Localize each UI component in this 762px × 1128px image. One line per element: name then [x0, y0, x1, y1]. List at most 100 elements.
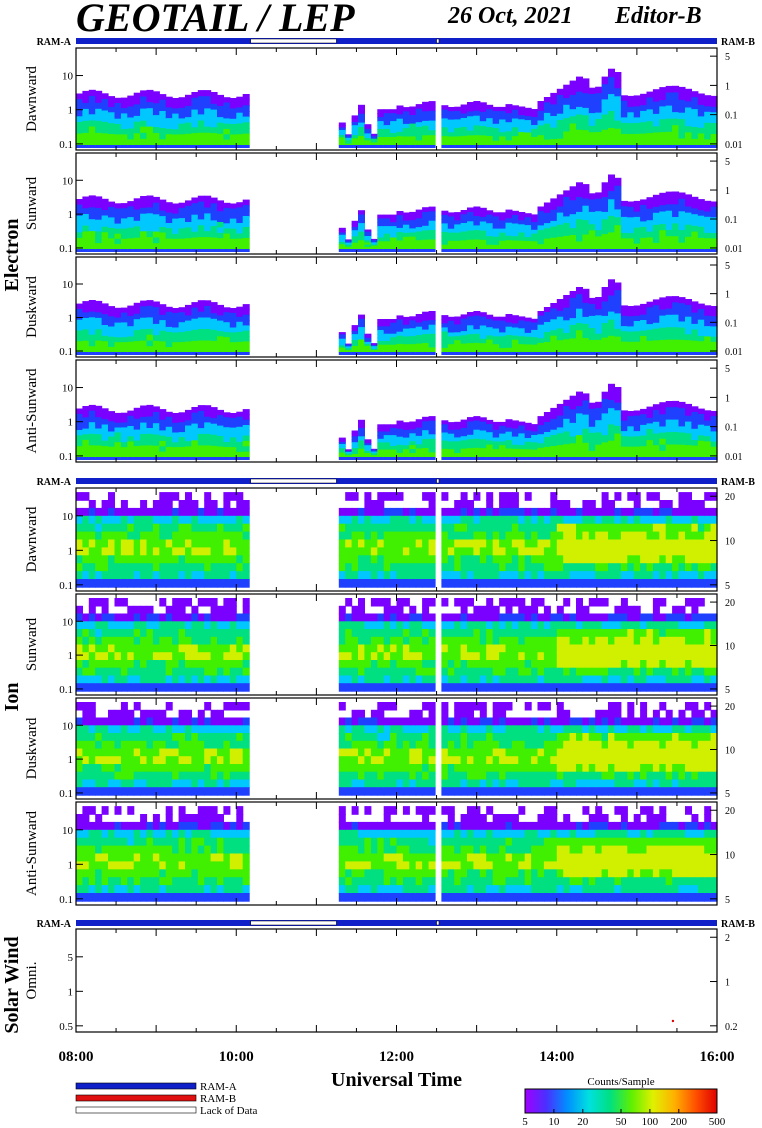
spectrogram-cell	[223, 675, 231, 684]
spectrogram-cell	[88, 328, 96, 336]
spectrogram-cell	[390, 636, 398, 646]
spectrogram-cell	[127, 652, 135, 661]
spectrogram-cell	[159, 414, 167, 421]
spectrogram-cell	[467, 145, 474, 148]
spectrogram-cell	[633, 507, 641, 517]
spectrogram-cell	[364, 531, 372, 541]
spectrogram-cell	[127, 233, 135, 240]
spectrogram-cell	[409, 240, 417, 246]
spectrogram-cell	[467, 312, 474, 318]
spectrogram-cell	[441, 448, 449, 454]
spectrogram-cell	[242, 539, 250, 549]
spectrogram-cell	[364, 636, 372, 646]
spectrogram-cell	[377, 245, 385, 250]
spectrogram-cell	[127, 675, 135, 684]
spectrogram-cell	[563, 209, 571, 218]
spectrogram-cell	[159, 111, 167, 118]
spectrogram-cell	[178, 139, 186, 146]
spectrogram-cell	[556, 88, 564, 96]
spectrogram-cell	[370, 140, 378, 142]
spectrogram-cell	[338, 523, 346, 533]
spectrogram-cell	[383, 214, 391, 220]
spectrogram-cell	[531, 449, 539, 454]
spectrogram-cell	[204, 237, 212, 244]
spectrogram-cell	[242, 314, 250, 321]
spectrogram-cell	[614, 563, 622, 572]
spectrogram-cell	[377, 613, 385, 622]
spectrogram-cell	[595, 339, 603, 347]
spectrogram-cell	[172, 129, 180, 136]
spectrogram-cell	[460, 457, 468, 460]
spectrogram-cell	[563, 295, 571, 303]
spectrogram-cell	[473, 429, 481, 435]
spectrogram-cell	[236, 336, 244, 343]
spectrogram-cell	[178, 515, 186, 525]
spectrogram-cell	[608, 408, 615, 418]
spectrogram-cell	[108, 451, 115, 458]
spectrogram-cell	[140, 613, 148, 622]
spectrogram-cell	[178, 437, 186, 443]
spectrogram-cell	[223, 636, 231, 646]
spectrogram-cell	[345, 245, 353, 248]
spectrogram-cell	[101, 435, 109, 442]
y-tick-label: 10	[62, 279, 74, 291]
spectrogram-cell	[204, 457, 212, 460]
spectrogram-cell	[627, 326, 635, 333]
spectrogram-cell	[633, 139, 641, 146]
spectrogram-cell	[114, 129, 122, 136]
spectrogram-cell	[152, 214, 160, 221]
spectrogram-cell	[627, 123, 635, 130]
spectrogram-cell	[691, 249, 699, 252]
spectrogram-cell	[185, 122, 192, 129]
spectrogram-cell	[390, 442, 398, 447]
spectrogram-cell	[685, 433, 692, 440]
spectrogram-cell	[422, 338, 430, 344]
spectrogram-cell	[351, 515, 359, 525]
spectrogram-cell	[563, 412, 571, 420]
spectrogram-cell	[101, 93, 109, 100]
spectrogram-cell	[88, 249, 96, 252]
spectrogram-cell	[428, 492, 436, 501]
spectrogram-cell	[499, 236, 507, 242]
spectrogram-cell	[172, 203, 180, 210]
spectrogram-cell	[185, 415, 192, 422]
spectrogram-cell	[492, 336, 500, 341]
spectrogram-cell	[479, 457, 487, 460]
spectrogram-cell	[229, 347, 237, 353]
spectrogram-cell	[95, 231, 103, 238]
y-right-tick-label: 0.01	[725, 244, 743, 255]
spectrogram-cell	[242, 435, 250, 442]
spectrogram-cell	[531, 322, 539, 327]
spectrogram-cell	[396, 211, 404, 216]
spectrogram-cell	[358, 571, 365, 580]
spectrogram-cell	[210, 523, 218, 533]
spectrogram-cell	[133, 418, 141, 425]
spectrogram-cell	[691, 428, 699, 436]
spectrogram-cell	[127, 326, 135, 333]
spectrogram-cell	[640, 563, 648, 572]
spectrogram-cell	[652, 305, 660, 312]
spectrogram-cell	[646, 335, 654, 342]
spectrogram-cell	[127, 336, 135, 343]
spectrogram-cell	[217, 128, 224, 135]
spectrogram-cell	[101, 104, 109, 112]
spectrogram-cell	[191, 445, 199, 453]
spectrogram-cell	[428, 234, 436, 241]
spectrogram-cell	[88, 334, 96, 342]
spectrogram-cell	[101, 424, 109, 431]
spectrogram-cell	[409, 352, 417, 355]
spectrogram-cell	[518, 328, 526, 334]
spectrogram-cell	[415, 145, 423, 148]
spectrogram-cell	[351, 457, 359, 460]
spectrogram-cell	[492, 563, 500, 572]
spectrogram-cell	[152, 675, 160, 684]
spectrogram-cell	[511, 335, 519, 341]
spectrogram-cell	[140, 231, 148, 238]
spectrogram-cell	[108, 123, 115, 130]
spectrogram-cell	[82, 120, 90, 128]
spectrogram-cell	[358, 667, 365, 677]
spectrogram-cell	[563, 203, 571, 211]
spectrogram-cell	[229, 223, 237, 230]
spectrogram-cell	[217, 605, 224, 615]
spectrogram-cell	[370, 345, 378, 347]
